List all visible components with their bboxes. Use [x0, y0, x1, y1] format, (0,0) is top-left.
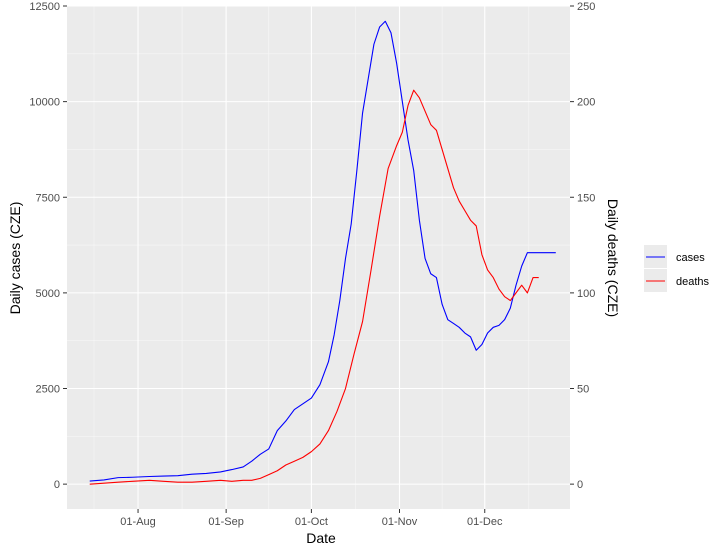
axis-right: 0 50 100 150 200 250 [570, 1, 595, 491]
y-right-tick-label: 0 [577, 479, 583, 491]
y-axis-left-title: Daily cases (CZE) [7, 202, 23, 315]
y-left-tick-label: 10000 [29, 97, 60, 109]
y-axis-right-title: Daily deaths (CZE) [605, 199, 621, 317]
legend-label-deaths: deaths [676, 276, 710, 288]
y-left-tick-label: 7500 [36, 192, 60, 204]
x-tick-label: 01-Oct [295, 516, 328, 528]
x-tick-label: 01-Nov [382, 516, 418, 528]
grid-minor [67, 6, 570, 509]
y-right-tick-label: 250 [577, 1, 595, 13]
y-right-tick-label: 100 [577, 288, 595, 300]
x-axis-title: Date [306, 530, 336, 546]
y-left-tick-label: 0 [54, 479, 60, 491]
y-right-tick-label: 200 [577, 97, 595, 109]
y-left-tick-label: 12500 [29, 1, 60, 13]
x-tick-label: 01-Dec [467, 516, 503, 528]
series-line-cases [89, 20, 556, 482]
y-left-tick-label: 2500 [36, 384, 60, 396]
legend-label-cases: cases [676, 252, 705, 264]
x-tick-label: 01-Aug [120, 516, 155, 528]
y-right-tick-label: 150 [577, 192, 595, 204]
series-line-deaths [89, 89, 539, 485]
axis-bottom: 01-Aug 01-Sep 01-Oct 01-Nov 01-Dec [120, 509, 503, 528]
y-left-tick-label: 5000 [36, 288, 60, 300]
grid-major [67, 5, 570, 509]
plot-panel [67, 6, 570, 509]
legend: cases deaths [644, 245, 710, 292]
series-layer [89, 20, 556, 485]
y-right-tick-label: 50 [577, 384, 589, 396]
axis-left: 0 2500 5000 7500 10000 12500 [29, 1, 67, 491]
x-tick-label: 01-Sep [208, 516, 243, 528]
